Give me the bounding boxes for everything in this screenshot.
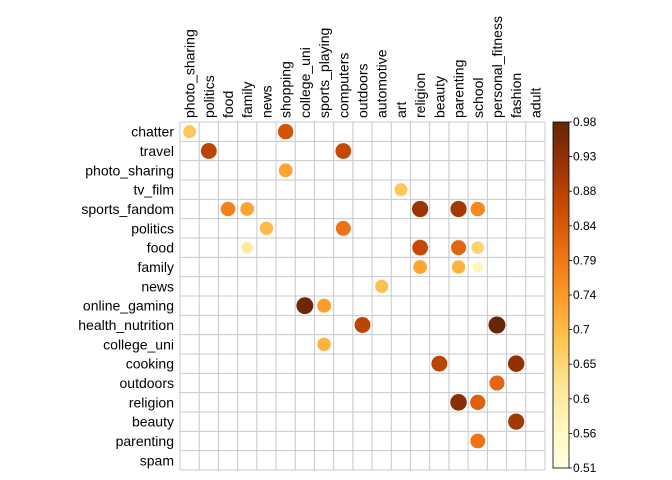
colorbar-tick-label: 0.65 (573, 357, 597, 371)
colorbar-tick-label: 0.88 (573, 184, 597, 198)
data-point (470, 433, 486, 449)
row-label: health_nutrition (78, 317, 174, 333)
row-label: tv_film (134, 182, 174, 198)
column-labels: photo_sharing politics food family news shopp… (182, 16, 544, 118)
column-label: computers (335, 53, 351, 118)
data-point (296, 297, 314, 315)
data-point (220, 201, 236, 217)
data-point (470, 394, 486, 410)
row-label: politics (131, 220, 174, 236)
row-label: travel (140, 143, 174, 159)
column-label: beauty (431, 76, 447, 118)
colorbar-tick-label: 0.56 (573, 426, 597, 440)
row-label: cooking (126, 356, 174, 372)
data-point (200, 143, 217, 159)
data-point (183, 125, 197, 139)
row-label: college_uni (103, 336, 174, 352)
column-label: photo_sharing (182, 29, 198, 118)
column-label: outdoors (355, 64, 371, 118)
column-label: politics (201, 75, 217, 118)
data-point (450, 394, 467, 411)
colorbar-scale (552, 121, 570, 469)
data-point (507, 355, 525, 372)
data-point (471, 241, 485, 254)
column-label: sports_playing (316, 28, 332, 118)
colorbar-tick-label: 0.74 (573, 288, 597, 302)
row-label: photo_sharing (85, 162, 174, 178)
colorbar-tick-label: 0.79 (573, 253, 597, 267)
row-label: religion (129, 394, 174, 410)
row-label: spam (140, 452, 174, 468)
data-point (317, 337, 331, 352)
data-points (183, 123, 525, 449)
column-label: parenting (451, 60, 467, 118)
data-point (375, 279, 389, 293)
colorbar-tick-label: 0.6 (573, 392, 590, 406)
data-point (411, 200, 429, 218)
colorbar-tick-label: 0.98 (573, 115, 597, 129)
row-label: news (141, 278, 174, 294)
column-label: religion (412, 73, 428, 118)
colorbar-tick-label: 0.7 (573, 323, 590, 337)
data-point (394, 183, 408, 197)
data-point (354, 317, 371, 333)
row-labels: chatter travel photo_sharing tv_film sports_… (78, 124, 174, 469)
column-label: fashion (508, 73, 524, 118)
data-point (450, 200, 467, 218)
data-point (450, 240, 467, 256)
data-point (241, 241, 254, 254)
data-point (431, 355, 448, 372)
data-point (412, 239, 429, 256)
data-point (508, 413, 525, 430)
column-label: news (258, 85, 274, 118)
data-point (277, 123, 294, 140)
data-point (278, 163, 293, 178)
column-label: shopping (278, 61, 294, 118)
row-label: beauty (132, 414, 174, 430)
column-label: automotive (374, 49, 390, 118)
column-label: adult (527, 88, 543, 118)
column-label: personal_fitness (489, 16, 505, 118)
data-point (335, 220, 351, 236)
colorbar-tick-label: 0.51 (573, 461, 597, 475)
data-point (488, 316, 506, 334)
data-point (259, 221, 274, 236)
row-label: food (147, 240, 174, 256)
column-label: food (220, 91, 236, 118)
grid (179, 121, 546, 471)
data-point (489, 375, 505, 391)
data-point (413, 260, 428, 274)
row-label: chatter (131, 124, 174, 140)
column-label: art (393, 102, 409, 118)
colorbar-tick-label: 0.93 (573, 150, 597, 164)
colorbar: 0.98 0.93 0.88 0.84 0.79 0.74 0.7 0.65 0.6 0.56 0.… (552, 115, 597, 475)
column-label: school (470, 78, 486, 118)
data-point (451, 260, 466, 274)
data-point (335, 143, 352, 159)
row-label: outdoors (120, 375, 174, 391)
row-label: online_gaming (83, 298, 174, 314)
column-label: college_uni (297, 47, 313, 118)
data-point (470, 201, 485, 217)
data-point (240, 202, 255, 216)
row-label: family (137, 259, 174, 275)
data-point (317, 298, 332, 313)
row-label: parenting (116, 433, 174, 449)
data-point (472, 261, 484, 273)
colorbar-tick-label: 0.84 (573, 219, 597, 233)
column-label: family (239, 81, 255, 118)
row-label: sports_fandom (81, 201, 174, 217)
